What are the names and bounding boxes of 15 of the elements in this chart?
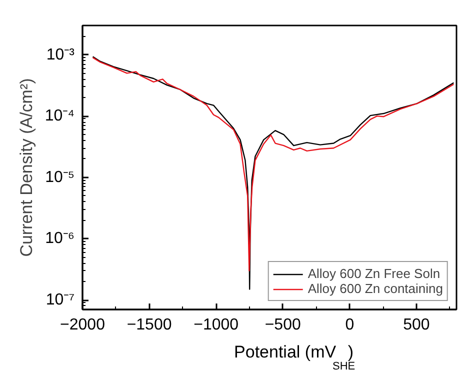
- x-tick-label: −1500: [126, 316, 172, 334]
- x-tick-label: 0: [345, 316, 354, 334]
- legend-label: Alloy 600 Zn containing: [308, 281, 443, 296]
- y-tick-label: 10⁻⁵: [45, 168, 75, 186]
- x-tick-label: 500: [403, 316, 430, 334]
- y-tick-label: 10⁻⁴: [44, 108, 75, 125]
- x-tick-label: −1000: [194, 316, 239, 334]
- y-tick-label: 10⁻³: [46, 46, 76, 64]
- y-tick-label: 10⁻⁶: [45, 230, 75, 248]
- x-tick-label: −500: [264, 316, 301, 334]
- x-tick-label: −2000: [60, 316, 106, 334]
- y-axis-title: Current Density (A/cm²): [16, 78, 36, 257]
- legend-label: Alloy 600 Zn Free Soln: [308, 266, 440, 281]
- y-tick-label: 10⁻⁷: [46, 292, 75, 309]
- x-axis-title: Potential (mVSHE): [234, 342, 356, 372]
